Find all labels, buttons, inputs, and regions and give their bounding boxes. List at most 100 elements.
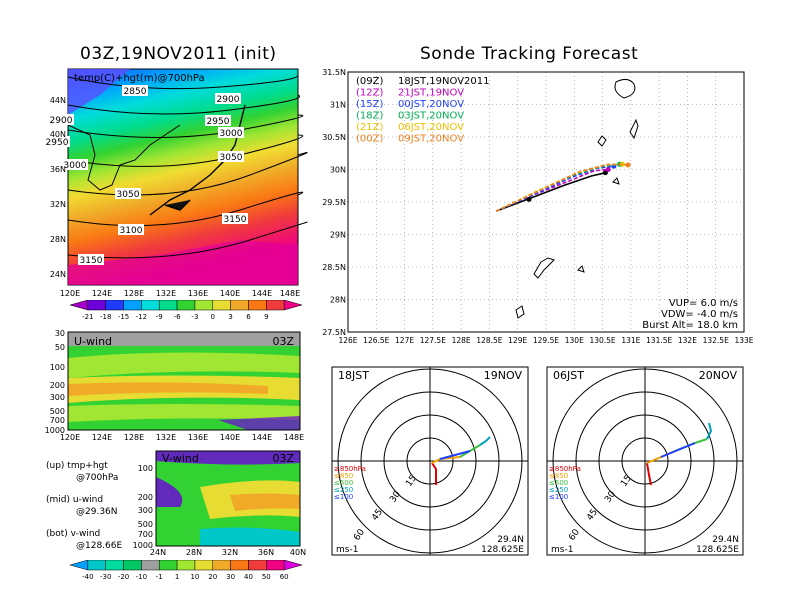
polar-date: 20NOV (699, 369, 738, 382)
temp-height-map: 2850 2900 2900 2950 2950 3000 3000 3050 … (44, 68, 308, 298)
p-tick: 200 (50, 381, 65, 390)
lat-tick: 28.5N (322, 263, 346, 272)
lat-tick: 32N (50, 200, 66, 209)
colorbar-swatch (105, 560, 124, 571)
level-legend: ≥850hPa (334, 465, 366, 473)
colorbar-label: -30 (100, 573, 111, 581)
colorbar-label: -6 (174, 313, 182, 321)
lon-tick: 133E (734, 336, 753, 345)
colorbar-swatch (69, 560, 89, 571)
legend-code: (00Z) (356, 134, 383, 145)
note-up: (up) tmp+hgt (46, 461, 108, 471)
lon-tick: 148E (280, 289, 300, 298)
temp-colorbar: -21 -18 -15 -12 -9 -6 -3 0 3 6 9 (69, 300, 303, 321)
colorbar-label: -15 (118, 313, 129, 321)
level-legend: ≤850 (549, 472, 568, 480)
polar-lat: 29.4N (712, 535, 739, 545)
note-mid: (mid) u-wind (46, 495, 104, 505)
level-legend: ≥850hPa (549, 465, 581, 473)
colorbar-swatch (266, 300, 285, 311)
polar-unit: ms-1 (336, 545, 358, 555)
contour-label: 3000 (64, 161, 87, 171)
polar-lat: 29.4N (497, 535, 524, 545)
track-marker (526, 196, 532, 202)
p-tick: 500 (50, 407, 65, 416)
track-line (495, 172, 606, 212)
contour-label: 3150 (80, 256, 103, 266)
lon-tick: 127.5E (420, 336, 446, 345)
colorbar-swatch (212, 300, 231, 311)
colorbar-swatch (105, 300, 124, 311)
colorbar-swatch (158, 560, 178, 571)
lon-tick: 131.5E (646, 336, 672, 345)
note-up2: @700hPa (76, 473, 119, 483)
lon-tick: 124E (92, 289, 112, 298)
lat-tick: 30.5N (322, 133, 346, 142)
colorbar-swatch (230, 560, 249, 571)
contour-label: 2950 (46, 138, 69, 148)
x-tick: 24N (150, 548, 166, 557)
track-line (495, 163, 629, 212)
lat-tick: 24N (50, 270, 66, 279)
colorbar-swatch (194, 560, 214, 571)
colorbar-label: 10 (190, 573, 199, 581)
lat-tick: 36N (50, 165, 66, 174)
colorbar-swatch (176, 560, 196, 571)
colorbar-label: -12 (136, 313, 147, 321)
v-wind-panel: V-wind 03Z 100 200 300 500 700 1000 24N … (133, 450, 306, 557)
legend-code: (15Z) (356, 99, 383, 110)
colorbar-label: 40 (244, 573, 253, 581)
colorbar-swatch (123, 300, 142, 311)
p-tick: 50 (55, 343, 65, 352)
lat-tick: 44N (50, 96, 66, 105)
right-title: Sonde Tracking Forecast (420, 44, 639, 64)
lat-tick: 29N (330, 231, 346, 240)
polar-time: 06JST (553, 369, 584, 382)
colorbar-label: -20 (118, 573, 129, 581)
u-wind-time: 03Z (272, 335, 294, 348)
colorbar-label: 60 (280, 573, 289, 581)
lon-tick: 129.5E (533, 336, 559, 345)
p-tick: 300 (138, 506, 153, 515)
colorbar-label: -3 (191, 313, 198, 321)
legend-code: (09Z) (356, 76, 383, 87)
track-end-point (625, 162, 631, 168)
colorbar-label: -10 (136, 573, 147, 581)
p-tick: 200 (138, 493, 153, 502)
level-legend: ≤850 (334, 472, 353, 480)
colorbar-swatch (176, 300, 196, 311)
x-tick: 128E (124, 433, 144, 442)
colorbar-label: -1 (156, 573, 163, 581)
lat-tick: 28N (50, 235, 66, 244)
polar-hodograph-right: 06JST 20NOV 15 30 45 60 ≥850hPa ≤850 ≤50… (546, 366, 744, 556)
colorbar-label: 50 (262, 573, 271, 581)
x-tick: 36N (258, 548, 274, 557)
lon-tick: 127E (395, 336, 414, 345)
colorbar-swatch (283, 560, 303, 571)
p-tick: 30 (55, 329, 65, 338)
colorbar-swatch (194, 300, 214, 311)
legend-text: 03JST,20NOV (398, 111, 464, 122)
colorbar-swatch (87, 300, 106, 311)
track-end-point (602, 170, 608, 176)
colorbar-label: -21 (82, 313, 93, 321)
legend-text: 18JST,19NOV2011 (398, 76, 490, 87)
lon-tick: 144E (252, 289, 272, 298)
contour-label: 3150 (224, 215, 247, 225)
p-tick: 700 (50, 416, 65, 425)
sonde-track-map: (09Z) 18JST,19NOV2011 (12Z) 21JST,19NOV (15Z… (322, 68, 754, 345)
lon-tick: 129E (508, 336, 527, 345)
colorbar-swatch (248, 560, 267, 571)
p-tick: 500 (138, 520, 153, 529)
v-wind-time: 03Z (272, 452, 294, 465)
legend-text: 21JST,19NOV (398, 88, 464, 99)
lon-tick: 126E (338, 336, 357, 345)
wind-colorbar: -40 -30 -20 -10 -1 1 10 20 30 40 50 60 (69, 560, 303, 581)
lon-tick: 126.5E (363, 336, 389, 345)
p-tick: 1000 (45, 426, 65, 435)
colorbar-swatch (212, 560, 231, 571)
u-wind-label: U-wind (74, 335, 112, 348)
legend-code: (21Z) (356, 122, 383, 133)
track-end-point (605, 167, 611, 172)
colorbar-label: 0 (211, 313, 215, 321)
